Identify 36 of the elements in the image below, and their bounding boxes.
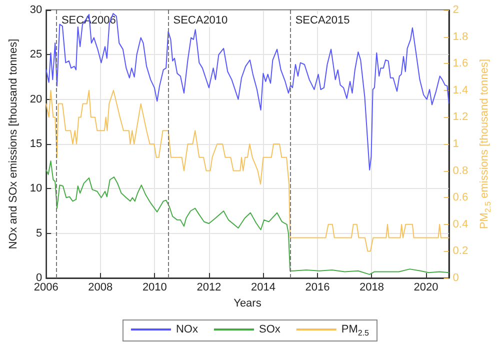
x-tick-label: 2010 <box>142 282 167 294</box>
x-tick-label: 2012 <box>196 282 222 294</box>
y2-tick-label: 0.6 <box>452 192 468 204</box>
y2-tick-label: 0.2 <box>452 245 468 258</box>
line-series <box>46 13 450 170</box>
y2-tick-label: 1.8 <box>452 30 468 43</box>
ref-line-label: SECA2015 <box>295 14 350 26</box>
x-tick-label: 2008 <box>88 282 113 294</box>
y-tick-label: 20 <box>30 93 42 106</box>
ref-line-label: SECA2010 <box>173 14 228 26</box>
x-tick-label: 2018 <box>360 282 384 294</box>
x-tick-label: 2016 <box>305 282 330 294</box>
legend-label: NOx <box>176 324 198 336</box>
y2-tick-label: 2 <box>452 4 459 16</box>
legend-label: SOx <box>258 324 281 336</box>
y2-tick-label: 0.4 <box>452 218 468 230</box>
y-tick-label: 30 <box>30 4 42 16</box>
line-series <box>46 90 450 252</box>
y-tick-label: 10 <box>30 182 42 195</box>
y2-tick-label: 0.8 <box>452 164 468 177</box>
y-tick-label: 25 <box>30 48 42 61</box>
x-axis-title: Years <box>234 298 262 310</box>
y-tick-label: 5 <box>36 227 42 240</box>
y-axis-title: NOx and SOx emissions [thousand tonnes] <box>8 38 20 250</box>
y2-tick-label: 1.6 <box>452 58 468 70</box>
line-series <box>46 160 450 275</box>
y2-tick-label: 1 <box>452 138 459 150</box>
x-tick-label: 2014 <box>250 282 276 294</box>
y2-axis-title: PM2.5 emissions [thousand tonnes] <box>478 58 492 230</box>
x-tick-label: 2020 <box>414 282 438 294</box>
y2-tick-label: 0 <box>452 272 459 284</box>
y2-tick-label: 1.2 <box>452 111 468 124</box>
x-tick-label: 2006 <box>34 282 58 294</box>
y-tick-label: 15 <box>30 138 42 150</box>
y2-tick-label: 1.4 <box>452 84 468 96</box>
y-tick-label: 0 <box>36 272 42 284</box>
